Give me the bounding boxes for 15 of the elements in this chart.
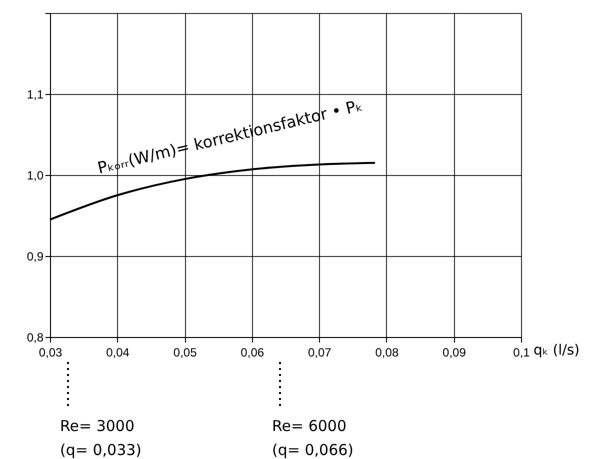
y-tick-label: 0,9 (26, 250, 44, 264)
x-tick-label: 0,09 (442, 346, 466, 360)
x-tick-label: 0,1 (513, 346, 530, 360)
x-tick-label: 0,04 (106, 346, 130, 360)
y-tick-label: 1,1 (26, 88, 44, 102)
x-tick-label: 0,08 (375, 346, 399, 360)
text: Re= 3000 (q= 0,033) (60, 417, 142, 459)
text: Re= 6000 (q= 0,066) (272, 417, 354, 459)
x-tick-label: 0,07 (308, 346, 332, 360)
x-tick-label: 0,05 (173, 346, 198, 360)
y-tick-label: 0,8 (26, 330, 44, 344)
x-axis-title: qₖ (l/s) (534, 342, 580, 358)
y-tick-label: 1,0 (26, 168, 44, 182)
x-tick-label: 0,06 (240, 346, 264, 360)
x-tick-label: 0,03 (38, 346, 62, 360)
